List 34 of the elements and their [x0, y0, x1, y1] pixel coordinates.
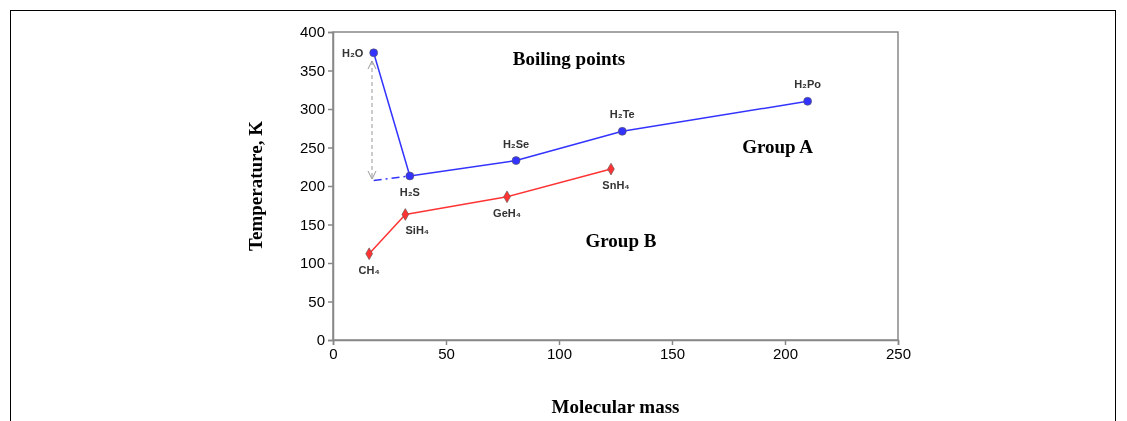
annotation: GeH₄ — [493, 206, 521, 219]
annotation: H₂S — [399, 185, 420, 198]
y-tick-label: 300 — [299, 100, 325, 118]
annotation: H₂Te — [609, 108, 635, 121]
series-label: Group A — [742, 136, 814, 158]
point — [803, 97, 812, 106]
y-tick-label: 350 — [299, 61, 325, 79]
y-tick-label: 200 — [299, 177, 325, 195]
text: Group B — [585, 230, 657, 252]
y-tick-label: 150 — [299, 215, 325, 233]
annotation: H₂Se — [502, 137, 530, 150]
y-tick-label: 400 — [299, 23, 325, 41]
annotation: H₂O — [341, 46, 364, 59]
annotation: SiH₄ — [405, 224, 430, 237]
y-tick-label: 50 — [308, 292, 325, 310]
y-tick-label: 0 — [316, 331, 325, 349]
point — [405, 171, 415, 181]
y-axis-title: Temperature, K — [245, 120, 266, 251]
point — [511, 156, 521, 165]
x-tick-label: 200 — [772, 344, 799, 362]
annotation: H₂Po — [794, 78, 822, 91]
text: Boiling points — [512, 48, 626, 69]
x-tick-label: 50 — [438, 344, 455, 362]
annotation: CH₄ — [358, 263, 380, 276]
x-tick-label: 0 — [329, 344, 338, 362]
y-tick-label: 250 — [299, 138, 325, 156]
x-axis-title: Molecular mass — [551, 396, 680, 417]
x-tick-label: 100 — [546, 344, 573, 362]
y-tick-label: 100 — [299, 254, 325, 272]
annotation: SnH₄ — [602, 179, 630, 192]
point — [369, 48, 378, 58]
x-tick-label: 250 — [885, 344, 912, 362]
x-tick-label: 150 — [659, 344, 686, 362]
point — [617, 127, 627, 136]
